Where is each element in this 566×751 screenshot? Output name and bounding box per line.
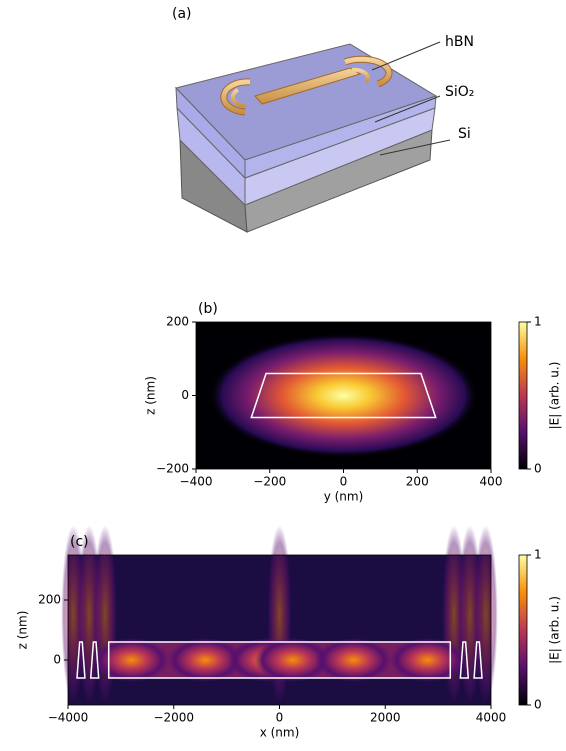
y-tick-label: 0: [181, 388, 189, 402]
x-axis-label: y (nm): [324, 490, 364, 504]
layer-label: hBN: [445, 34, 474, 50]
field-intensity: [473, 525, 498, 705]
panel-label: (b): [198, 301, 218, 317]
y-tick-label: 200: [166, 315, 189, 329]
waveguide-outline: [107, 641, 452, 679]
colorbar-label: |E| (arb. u.): [548, 362, 562, 430]
x-tick-label: 400: [480, 475, 503, 489]
x-tick-label: −2000: [153, 711, 194, 725]
y-axis-label: z (nm): [16, 611, 30, 650]
waveguide-outline: [250, 372, 437, 419]
waveguide-outline: [459, 641, 470, 679]
y-axis-label: z (nm): [144, 376, 158, 415]
x-tick-label: 2000: [370, 711, 401, 725]
x-tick-label: 200: [406, 475, 429, 489]
colorbar-tick-label: 0: [534, 698, 542, 712]
waveguide-outline: [473, 641, 483, 679]
layer-label: Si: [458, 126, 471, 142]
field-intensity: [93, 638, 170, 682]
device-illustration: [175, 41, 451, 233]
x-tick-label: −200: [253, 475, 286, 489]
field-intensity: [208, 333, 479, 458]
waveguide-outline: [89, 641, 100, 679]
field-intensity: [389, 638, 466, 682]
waveguide-outline: [76, 641, 86, 679]
field-intensity: [254, 638, 331, 682]
colorbar: [518, 554, 528, 706]
field-intensity: [315, 638, 392, 682]
x-tick-label: 4000: [476, 711, 507, 725]
layer-label: SiO₂: [445, 84, 474, 100]
colorbar-tick-label: 1: [534, 548, 542, 562]
x-tick-label: 0: [340, 475, 348, 489]
colorbar-tick-label: 1: [534, 315, 542, 329]
colorbar-tick-label: 0: [534, 462, 542, 476]
panel-label: (a): [172, 6, 192, 22]
colorbar-label: |E| (arb. u.): [548, 596, 562, 664]
x-tick-label: −4000: [48, 711, 89, 725]
panel-label: (c): [70, 534, 89, 550]
y-tick-label: 0: [53, 653, 61, 667]
field-intensity: [167, 638, 244, 682]
x-axis-label: x (nm): [260, 726, 300, 740]
x-tick-label: −400: [180, 475, 213, 489]
y-tick-label: −200: [156, 462, 189, 476]
colorbar: [518, 321, 528, 470]
y-tick-label: 200: [38, 593, 61, 607]
x-tick-label: 0: [276, 711, 284, 725]
